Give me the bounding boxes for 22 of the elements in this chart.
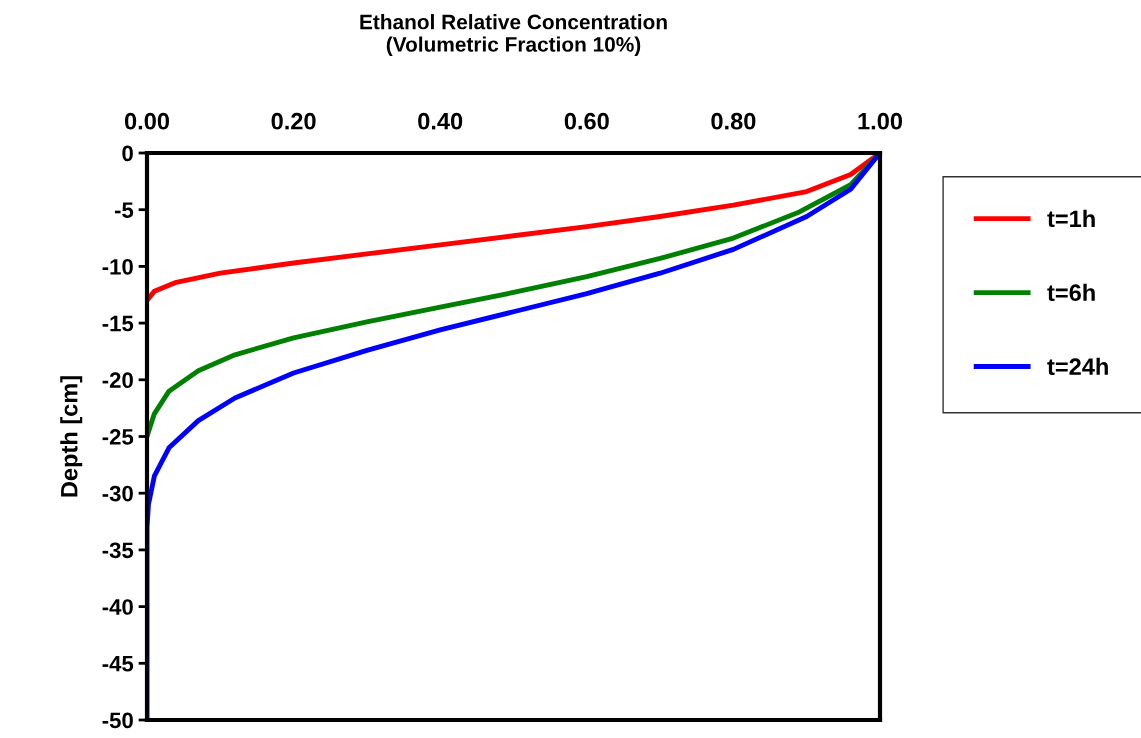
y-tick-label: -50 bbox=[102, 712, 133, 729]
y-tick-label: -5 bbox=[114, 202, 134, 218]
x-tick-label: 0.40 bbox=[418, 112, 463, 130]
x-tick-label: 0.80 bbox=[711, 112, 756, 130]
x-tick-label: 0.20 bbox=[271, 112, 316, 130]
y-tick-label: -10 bbox=[102, 258, 133, 275]
y-tick-label: -45 bbox=[102, 656, 134, 672]
y-tick-label: -35 bbox=[102, 542, 134, 559]
chart-title: Ethanol Relative Concentration (Volumetric Fraction 10%) bbox=[360, 14, 667, 56]
y-axis-title: Depth [cm] bbox=[60, 376, 83, 497]
y-tick-label: 0 bbox=[122, 145, 133, 162]
legend-label: t=24h bbox=[1047, 357, 1108, 376]
y-tick-label: -15 bbox=[102, 315, 134, 332]
legend-label: t=6h bbox=[1047, 283, 1095, 302]
y-tick-label: -20 bbox=[102, 372, 133, 389]
y-tick-label: -30 bbox=[102, 485, 133, 502]
legend-label: t=1h bbox=[1047, 209, 1095, 228]
x-tick-label: 0.60 bbox=[564, 112, 609, 130]
y-tick-label: -25 bbox=[102, 429, 134, 445]
x-tick-label: 0.00 bbox=[124, 112, 170, 130]
x-tick-label: 1.00 bbox=[858, 112, 903, 130]
y-tick-label: -40 bbox=[102, 599, 133, 615]
